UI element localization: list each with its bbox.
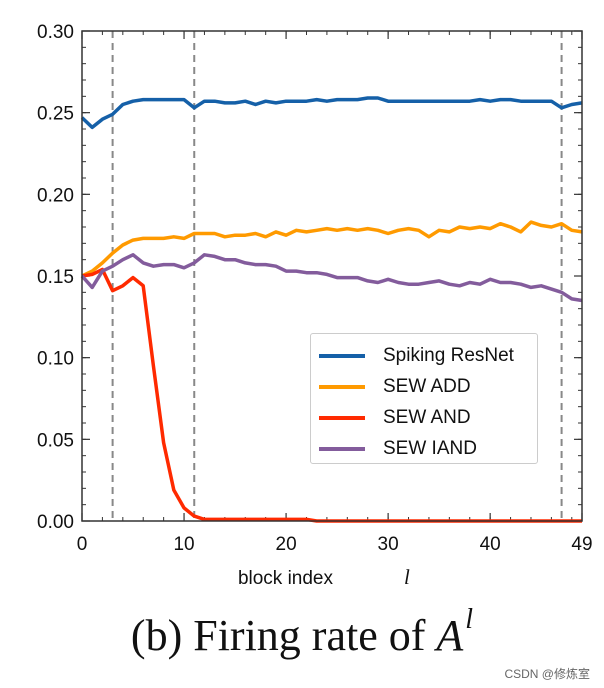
caption-symbol: A	[436, 611, 464, 660]
figure-caption: (b) Firing rate of Al	[0, 604, 604, 661]
plot-frame	[81, 30, 583, 522]
x-axis-label: block index	[238, 568, 334, 589]
legend-swatch	[319, 384, 365, 389]
caption-superscript: l	[465, 604, 474, 635]
legend-label: SEW IAND	[383, 437, 477, 459]
legend-swatch	[319, 353, 365, 358]
series-line-spiking-resnet	[80, 96, 583, 130]
y-tick-label: 0.00	[37, 512, 74, 533]
x-axis-symbol: l	[404, 565, 410, 589]
legend-label: Spiking ResNet	[383, 344, 514, 366]
caption-text: (b) Firing rate of	[130, 611, 437, 660]
legend-swatch	[319, 446, 365, 451]
legend-label: SEW AND	[383, 406, 471, 428]
x-tick-label: 20	[276, 534, 297, 555]
x-tick-label: 0	[77, 534, 88, 555]
series-line-sew-add	[81, 220, 583, 278]
x-tick-label: 10	[173, 534, 194, 555]
x-tick-label: 49	[571, 534, 592, 555]
legend-swatch	[319, 415, 365, 420]
x-tick-label: 40	[480, 534, 501, 555]
y-tick-label: 0.05	[37, 430, 74, 451]
firing-rate-chart: 0.00 0.05 0.10 0.15 0.20 0.25 0.30 0 10 20 30 40 49 b…	[37, 22, 593, 589]
y-tick-label: 0.15	[37, 267, 74, 288]
y-tick-label: 0.10	[37, 349, 74, 370]
legend-label: SEW ADD	[383, 375, 471, 397]
legend-item-sew-add: SEW ADD	[319, 371, 537, 402]
y-tick-label: 0.20	[37, 185, 74, 206]
series-line-sew-iand	[80, 253, 583, 303]
y-tick-label: 0.25	[37, 104, 74, 125]
watermark: CSDN @修炼室	[504, 667, 590, 681]
y-tick-label: 0.30	[37, 22, 74, 43]
legend-item-sew-and: SEW AND	[319, 402, 537, 433]
legend-item-spiking-resnet: Spiking ResNet	[319, 340, 537, 371]
legend: Spiking ResNet SEW ADD SEW AND SEW IAND	[310, 333, 538, 464]
x-tick-label: 30	[378, 534, 399, 555]
legend-item-sew-iand: SEW IAND	[319, 433, 537, 464]
